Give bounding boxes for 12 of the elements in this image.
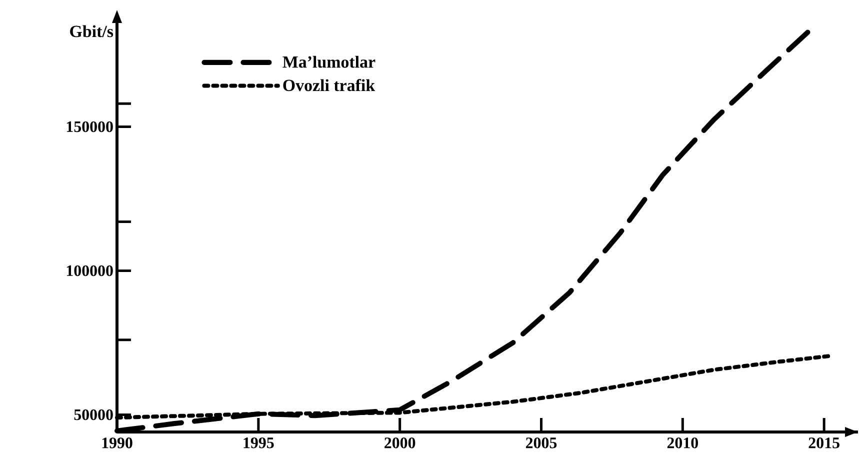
legend-label: Ovozli trafik	[283, 79, 376, 92]
y-axis-title: Gbit/s	[70, 25, 114, 38]
x-tick-label: 1990	[102, 438, 132, 448]
legend-label: Ma’lumotlar	[282, 56, 376, 68]
y-tick-label: 100000	[66, 265, 113, 276]
x-tick-label: 2015	[808, 438, 840, 448]
x-tick-label: 2000	[384, 438, 416, 448]
y-tick-label: 50000	[74, 409, 113, 420]
x-tick-label: 2005	[526, 438, 557, 448]
x-tick-label: 1995	[244, 438, 274, 448]
x-tick-label: 2010	[667, 438, 698, 448]
y-tick-label: 150000	[66, 121, 113, 132]
